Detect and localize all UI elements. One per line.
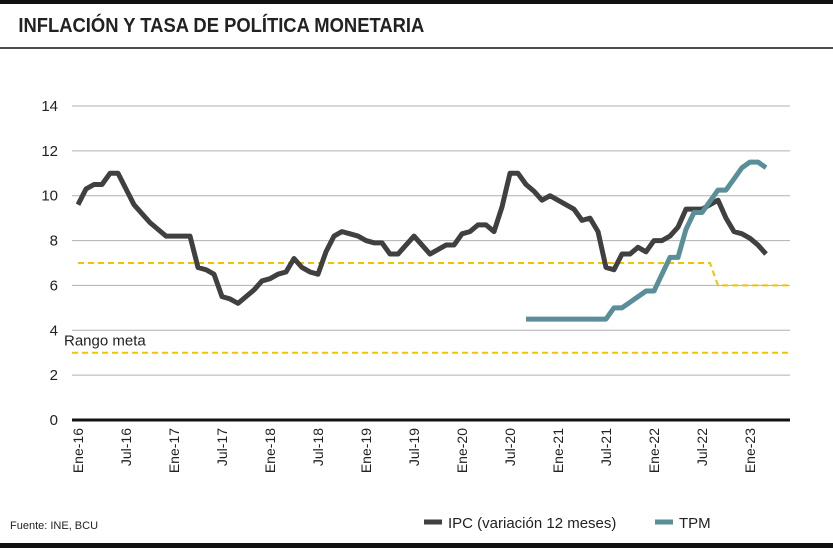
legend-label: IPC (variación 12 meses) (448, 515, 616, 532)
x-tick-label: Ene-21 (550, 428, 566, 473)
x-tick-label: Ene-16 (70, 428, 86, 473)
x-tick-label: Ene-23 (742, 428, 758, 473)
y-tick-label: 4 (50, 322, 58, 339)
x-tick-label: Ene-20 (454, 428, 470, 473)
bottom-border (0, 543, 833, 548)
x-tick-label: Ene-19 (358, 428, 374, 473)
y-tick-label: 6 (50, 277, 58, 294)
legend-label: TPM (679, 515, 711, 532)
x-tick-label: Ene-17 (166, 428, 182, 473)
top-border (0, 0, 833, 4)
x-tick-label: Jul-18 (310, 428, 326, 466)
x-tick-label: Ene-22 (646, 428, 662, 473)
x-tick-label: Jul-21 (598, 428, 614, 466)
y-tick-label: 2 (50, 367, 58, 384)
x-tick-label: Jul-20 (502, 428, 518, 466)
series-line (526, 159, 768, 322)
x-tick-label: Jul-17 (214, 428, 230, 466)
y-tick-label: 12 (41, 143, 58, 160)
x-tick-label: Ene-18 (262, 428, 278, 473)
y-tick-label: 10 (41, 188, 58, 205)
target-label: Rango meta (64, 333, 146, 350)
x-tick-label: Jul-19 (406, 428, 422, 466)
y-tick-label: 14 (41, 98, 58, 115)
chart-title: INFLACIÓN Y TASA DE POLÍTICA MONETARIA (18, 14, 424, 37)
x-tick-label: Jul-16 (118, 428, 134, 466)
source-note: Fuente: INE, BCU (10, 520, 98, 532)
x-tick-label: Jul-22 (694, 428, 710, 466)
target-upper (78, 262, 790, 287)
series-line (75, 170, 768, 306)
y-tick-label: 0 (50, 412, 58, 429)
y-tick-label: 8 (50, 233, 58, 250)
